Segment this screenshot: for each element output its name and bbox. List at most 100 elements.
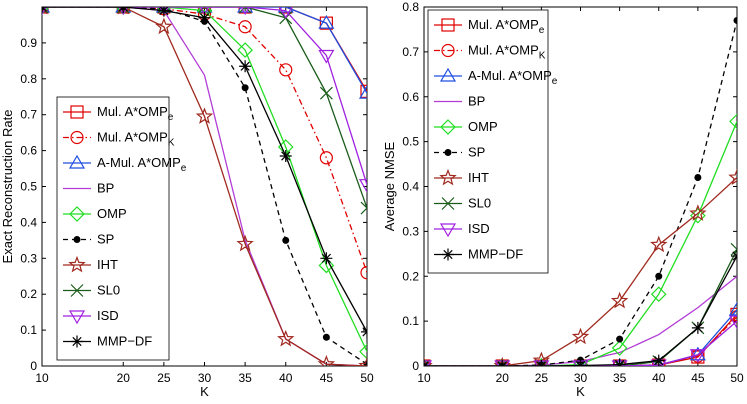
data-point [650, 235, 668, 253]
data-point [571, 327, 590, 345]
legend-entry-name: MMP−DF [97, 334, 152, 349]
y-tick-label: 0.6 [402, 90, 419, 104]
x-axis-label: K [576, 384, 585, 399]
data-point [731, 250, 737, 263]
x-tick-label: 30 [574, 371, 588, 385]
series-line [424, 255, 737, 366]
legend-marker [441, 43, 455, 58]
legend-entry: IHT [468, 170, 489, 185]
y-tick-label: 0.2 [20, 287, 37, 301]
legend-marker [439, 223, 457, 238]
legend-entry-name: SP [97, 232, 114, 247]
data-point [728, 168, 737, 185]
data-point [279, 149, 292, 162]
legend-marker [68, 255, 86, 273]
data-point [574, 359, 587, 366]
data-point [733, 16, 737, 24]
data-point [237, 7, 254, 13]
data-point [238, 7, 252, 14]
x-tick-label: 40 [652, 371, 666, 385]
data-point [610, 291, 629, 309]
series-line [424, 177, 737, 366]
legend-entry-subscript: e [181, 163, 187, 174]
data-point [199, 7, 210, 16]
data-point [319, 151, 333, 165]
y-tick-label: 0 [412, 359, 419, 373]
data-point [155, 17, 173, 35]
legend-entry: OMP [468, 119, 498, 134]
data-point [42, 7, 48, 13]
y-tick-label: 0.1 [402, 314, 419, 328]
series-group [424, 16, 737, 366]
legend-marker [441, 18, 455, 32]
data-point [42, 7, 47, 16]
data-point [358, 84, 367, 99]
y-tick-label: 0.4 [402, 180, 419, 194]
data-point [689, 346, 706, 361]
legend-entry: ISD [468, 221, 490, 236]
series-group [42, 7, 367, 366]
legend-marker [441, 197, 455, 210]
data-point [613, 359, 627, 366]
y-tick-label: 0.5 [402, 135, 419, 149]
legend-entry-name: OMP [468, 119, 498, 134]
legend-entry-name: OMP [97, 206, 127, 221]
x-tick-label: 40 [279, 371, 293, 385]
series-9 [42, 7, 367, 338]
y-axis-label: Average NMSE [382, 141, 397, 231]
legend-entry: MMP−DF [97, 334, 152, 349]
x-tick-label: 30 [198, 371, 212, 385]
x-tick-label: 35 [238, 371, 252, 385]
legend-entry-name: ISD [468, 221, 490, 236]
legend-entry-name: MMP−DF [468, 247, 523, 262]
data-point [282, 236, 290, 244]
legend-entry-name: BP [97, 181, 114, 196]
data-point [117, 7, 130, 13]
data-point [728, 315, 737, 330]
legend-entry-name: BP [468, 94, 485, 109]
legend-entry-name: Mul. A*OMP [97, 130, 168, 145]
nmse-chart: 10 20 25 30 35 40 45 50 0 0.1 0.2 0.3 0.4 0.5 0.6 0.7 0.… [382, 0, 744, 399]
data-point [652, 354, 665, 366]
data-point [318, 14, 335, 29]
x-tick-label: 35 [613, 371, 627, 385]
legend-entry-name: ISD [97, 308, 119, 323]
y-tick-label: 0.4 [20, 215, 37, 229]
data-point [655, 272, 663, 280]
legend-marker [442, 248, 454, 261]
data-point [239, 60, 252, 73]
y-tick-label: 0.8 [20, 72, 37, 86]
x-axis-label: K [200, 384, 209, 399]
legend-entry: Mul. A*OMPK [97, 130, 175, 149]
data-point [360, 84, 367, 98]
y-tick-label: 0.7 [402, 45, 419, 59]
series-6 [42, 7, 367, 366]
legend-marker [444, 149, 452, 156]
series-line [42, 7, 367, 366]
data-point [358, 356, 367, 366]
series-line [42, 7, 367, 185]
series-8 [42, 7, 367, 193]
legend-entry-subscript: e [539, 25, 545, 36]
data-point [238, 20, 252, 34]
legend-entry-name: Mul. A*OMP [468, 17, 539, 32]
legend-entry-name: A-Mul. A*OMP [468, 68, 552, 83]
y-tick-label: 0.3 [20, 251, 37, 265]
legend-entry: Mul. A*OMPe [468, 17, 545, 36]
x-tick-label: 20 [496, 371, 510, 385]
data-point [360, 201, 367, 215]
legend-entry-subscript: K [168, 138, 175, 149]
legend-entry: SP [468, 145, 485, 160]
legend-entry-subscript: e [168, 112, 174, 123]
legend-entry-name: SL0 [468, 196, 491, 211]
data-point [237, 42, 253, 58]
data-point [616, 335, 624, 343]
data-point [118, 7, 129, 16]
x-tick-label: 50 [730, 371, 744, 385]
x-tick-label: 10 [35, 371, 49, 385]
data-point [277, 329, 295, 347]
legend-entry: BP [97, 181, 114, 196]
legend-entry: IHT [97, 257, 118, 272]
